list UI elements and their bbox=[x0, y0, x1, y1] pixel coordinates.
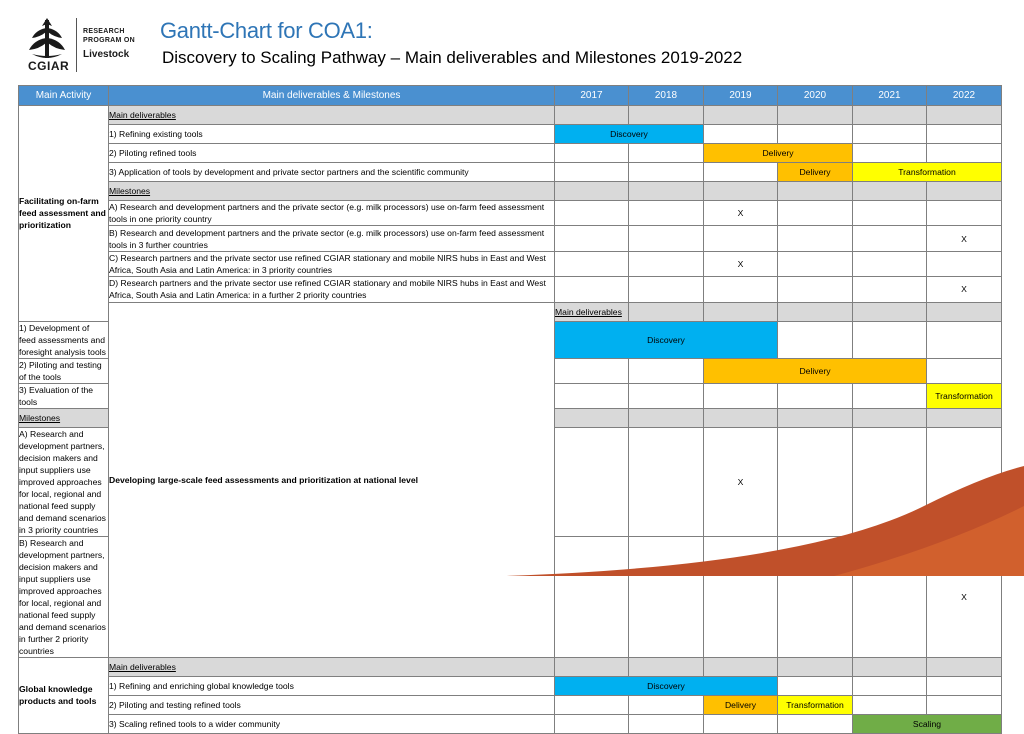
section-label: Milestones bbox=[18, 407, 109, 428]
milestone-text: A) Research and development partners and… bbox=[108, 199, 555, 227]
table-row: Milestones bbox=[18, 407, 1002, 428]
section-label: Main deliverables bbox=[554, 301, 629, 322]
table-row: 3) Application of tools by development a… bbox=[19, 162, 1002, 182]
table-row: 1) Refining and enriching global knowled… bbox=[19, 675, 1002, 696]
table-row: D) Research partners and the private sec… bbox=[19, 276, 1002, 303]
col-header-deliverables: Main deliverables & Milestones bbox=[108, 85, 555, 106]
gantt-table: Main Activity Main deliverables & Milest… bbox=[18, 85, 1002, 734]
activity-name: Facilitating on-farm feed assessment and… bbox=[18, 105, 109, 322]
col-header-year: 2019 bbox=[703, 85, 778, 106]
milestone-text: C) Research partners and the private sec… bbox=[108, 250, 555, 278]
milestone-mark: X bbox=[926, 225, 1002, 252]
decorative-swoosh bbox=[504, 466, 1024, 576]
gantt-bar-discovery: Discovery bbox=[554, 675, 778, 696]
gantt-bar-transformation: Transformation bbox=[777, 694, 853, 715]
table-row: B) Research and development partners and… bbox=[19, 225, 1002, 252]
activity-name: Global knowledge products and tools bbox=[18, 656, 109, 734]
milestone-mark: X bbox=[703, 199, 778, 227]
milestone-text: D) Research partners and the private sec… bbox=[108, 276, 555, 303]
deliverable-text: 2) Piloting and testing refined tools bbox=[108, 694, 555, 715]
logo-divider bbox=[76, 18, 77, 72]
gantt-bar-scaling: Scaling bbox=[852, 713, 1002, 734]
cgiar-wheat-logo-icon bbox=[29, 18, 65, 58]
table-row: 3) Scaling refined tools to a wider comm… bbox=[19, 713, 1002, 734]
deliverable-text: 1) Refining existing tools bbox=[108, 124, 555, 144]
logo-program-name: RESEARCH PROGRAM ON bbox=[83, 28, 135, 44]
table-row: 2) Piloting refined tools Delivery bbox=[19, 143, 1002, 163]
page-title: Gantt-Chart for COA1: bbox=[160, 18, 373, 43]
deliverable-text: 3) Evaluation of the tools bbox=[18, 382, 109, 409]
deliverable-text: 2) Piloting and testing of the tools bbox=[18, 357, 109, 384]
col-header-year: 2020 bbox=[777, 85, 853, 106]
table-row: Milestones bbox=[19, 181, 1002, 201]
gantt-bar-discovery: Discovery bbox=[554, 124, 704, 144]
section-label: Main deliverables bbox=[108, 105, 555, 125]
milestone-text: B) Research and development partners, de… bbox=[18, 535, 109, 658]
milestone-mark: X bbox=[703, 426, 778, 537]
gantt-bar-delivery: Delivery bbox=[703, 357, 927, 384]
logo-livestock: Livestock bbox=[83, 49, 130, 60]
section-label: Main deliverables bbox=[108, 656, 555, 677]
milestone-text: B) Research and development partners and… bbox=[108, 225, 555, 252]
table-row: C) Research partners and the private sec… bbox=[19, 250, 1002, 278]
milestone-mark: X bbox=[926, 276, 1002, 303]
activity-name: Developing large-scale feed assessments … bbox=[108, 301, 555, 658]
col-header-year: 2021 bbox=[852, 85, 927, 106]
col-header-year: 2022 bbox=[926, 85, 1002, 106]
table-row: Global knowledge products and tools Main… bbox=[18, 656, 1002, 734]
table-row: Facilitating on-farm feed assessment and… bbox=[18, 105, 1002, 322]
deliverable-text: 3) Scaling refined tools to a wider comm… bbox=[108, 713, 555, 734]
deliverable-text: 1) Development of feed assessments and f… bbox=[18, 320, 109, 359]
table-row: 3) Evaluation of the tools Transformatio… bbox=[18, 382, 1002, 409]
table-row: A) Research and development partners and… bbox=[19, 199, 1002, 227]
gantt-bar-transformation: Transformation bbox=[852, 162, 1002, 182]
table-header-row: Main Activity Main deliverables & Milest… bbox=[18, 85, 1002, 106]
table-row: 1) Refining existing tools Discovery bbox=[19, 124, 1002, 144]
col-header-activity: Main Activity bbox=[18, 85, 109, 106]
section-label: Milestones bbox=[108, 181, 555, 201]
col-header-year: 2018 bbox=[628, 85, 704, 106]
deliverable-text: 3) Application of tools by development a… bbox=[108, 162, 555, 182]
gantt-bar-discovery: Discovery bbox=[554, 320, 778, 359]
table-row: Developing large-scale feed assessments … bbox=[19, 301, 1002, 658]
table-row: 2) Piloting and testing of the tools Del… bbox=[18, 357, 1002, 384]
gantt-bar-delivery: Delivery bbox=[703, 694, 778, 715]
table-row: 1) Development of feed assessments and f… bbox=[18, 320, 1002, 359]
milestone-mark: X bbox=[703, 250, 778, 278]
gantt-bar-delivery: Delivery bbox=[703, 143, 853, 163]
gantt-bar-transformation: Transformation bbox=[926, 382, 1002, 409]
milestone-text: A) Research and development partners, de… bbox=[18, 426, 109, 537]
gantt-bar-delivery: Delivery bbox=[777, 162, 853, 182]
logo-cgiar-text: CGIAR bbox=[28, 59, 70, 73]
page-subtitle: Discovery to Scaling Pathway – Main deli… bbox=[162, 48, 743, 67]
deliverable-text: 1) Refining and enriching global knowled… bbox=[108, 675, 555, 696]
col-header-year: 2017 bbox=[554, 85, 629, 106]
table-row: 2) Piloting and testing refined tools De… bbox=[19, 694, 1002, 715]
deliverable-text: 2) Piloting refined tools bbox=[108, 143, 555, 163]
